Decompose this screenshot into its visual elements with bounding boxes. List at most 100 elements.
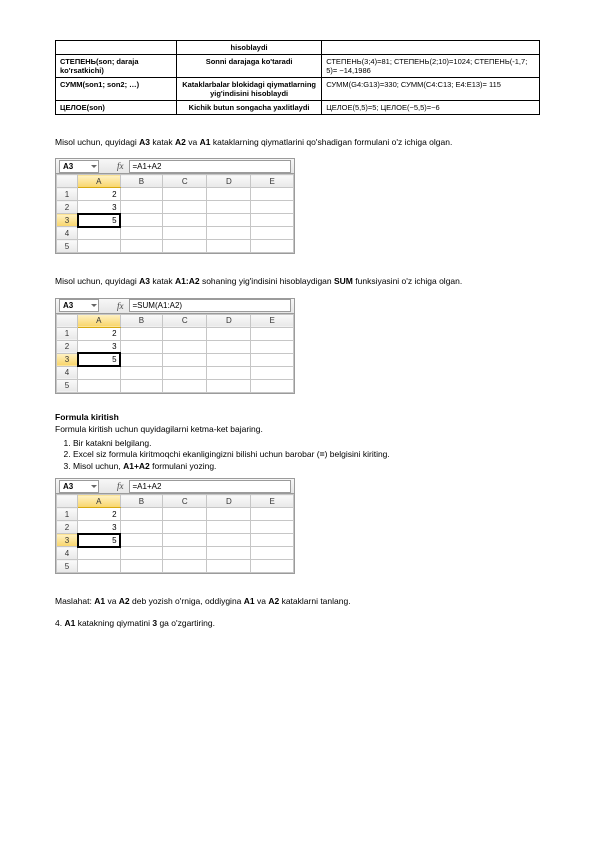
cancel-icon[interactable] xyxy=(102,481,112,492)
cancel-icon[interactable] xyxy=(102,161,112,172)
row-header[interactable]: 5 xyxy=(57,560,78,573)
row-header[interactable]: 4 xyxy=(57,227,78,240)
row-header[interactable]: 3 xyxy=(57,534,78,547)
cell[interactable]: 3 xyxy=(78,521,121,534)
row-header[interactable]: 2 xyxy=(57,521,78,534)
col-header[interactable]: B xyxy=(120,175,163,188)
cell[interactable]: 3 xyxy=(78,201,121,214)
formula-bar[interactable]: =A1+A2 xyxy=(129,480,292,493)
cell[interactable] xyxy=(251,508,294,521)
row-header[interactable]: 2 xyxy=(57,340,78,353)
cell[interactable] xyxy=(78,240,121,253)
cell[interactable] xyxy=(163,366,207,379)
cancel-icon[interactable] xyxy=(102,300,112,311)
cell[interactable] xyxy=(163,353,207,366)
cell[interactable] xyxy=(251,227,294,240)
cell[interactable] xyxy=(207,227,251,240)
cell[interactable] xyxy=(207,521,251,534)
cell[interactable] xyxy=(251,366,294,379)
cell[interactable] xyxy=(120,227,163,240)
col-header[interactable]: B xyxy=(120,314,163,327)
active-cell[interactable]: 5 xyxy=(78,353,121,366)
cell[interactable] xyxy=(207,340,251,353)
cell[interactable] xyxy=(207,214,251,227)
active-cell[interactable]: 5 xyxy=(78,534,121,547)
cell[interactable] xyxy=(207,379,251,392)
cell[interactable] xyxy=(251,521,294,534)
cell[interactable] xyxy=(120,353,163,366)
cell[interactable] xyxy=(163,201,207,214)
col-header[interactable]: C xyxy=(163,314,207,327)
formula-bar[interactable]: =A1+A2 xyxy=(129,160,292,173)
cell[interactable] xyxy=(78,547,121,560)
cell[interactable] xyxy=(120,534,163,547)
cell[interactable] xyxy=(120,327,163,340)
cell[interactable] xyxy=(251,327,294,340)
cell[interactable] xyxy=(207,188,251,201)
cell[interactable] xyxy=(163,521,207,534)
fx-icon[interactable]: fx xyxy=(115,301,126,311)
cell[interactable] xyxy=(120,560,163,573)
cell[interactable] xyxy=(120,340,163,353)
col-header[interactable]: E xyxy=(251,314,294,327)
cell[interactable]: 2 xyxy=(78,327,121,340)
row-header[interactable]: 3 xyxy=(57,353,78,366)
row-header[interactable]: 1 xyxy=(57,188,78,201)
cell[interactable]: 3 xyxy=(78,340,121,353)
row-header[interactable]: 5 xyxy=(57,240,78,253)
cell[interactable] xyxy=(207,327,251,340)
cell[interactable] xyxy=(251,214,294,227)
cell[interactable] xyxy=(207,366,251,379)
cell[interactable] xyxy=(163,214,207,227)
col-header[interactable]: D xyxy=(207,495,251,508)
cell[interactable] xyxy=(207,201,251,214)
row-header[interactable]: 5 xyxy=(57,379,78,392)
cell[interactable]: 2 xyxy=(78,188,121,201)
cell[interactable] xyxy=(163,340,207,353)
cell[interactable] xyxy=(251,560,294,573)
corner[interactable] xyxy=(57,175,78,188)
cell[interactable] xyxy=(120,379,163,392)
cell[interactable] xyxy=(163,508,207,521)
corner[interactable] xyxy=(57,314,78,327)
cell[interactable] xyxy=(251,340,294,353)
cell[interactable] xyxy=(78,560,121,573)
formula-bar[interactable]: =SUM(A1:A2) xyxy=(129,299,292,312)
col-header[interactable]: E xyxy=(251,495,294,508)
cell[interactable] xyxy=(163,560,207,573)
cell[interactable] xyxy=(207,353,251,366)
cell[interactable] xyxy=(163,379,207,392)
cell[interactable] xyxy=(163,240,207,253)
row-header[interactable]: 4 xyxy=(57,547,78,560)
cell[interactable] xyxy=(120,508,163,521)
col-header[interactable]: E xyxy=(251,175,294,188)
cell[interactable] xyxy=(120,214,163,227)
col-header[interactable]: A xyxy=(78,495,121,508)
row-header[interactable]: 2 xyxy=(57,201,78,214)
cell[interactable] xyxy=(78,227,121,240)
cell[interactable] xyxy=(207,240,251,253)
cell[interactable] xyxy=(207,508,251,521)
row-header[interactable]: 4 xyxy=(57,366,78,379)
row-header[interactable]: 1 xyxy=(57,327,78,340)
col-header[interactable]: D xyxy=(207,314,251,327)
cell[interactable] xyxy=(251,547,294,560)
name-box[interactable]: A3 xyxy=(59,160,99,173)
col-header[interactable]: B xyxy=(120,495,163,508)
cell[interactable] xyxy=(163,227,207,240)
cell[interactable] xyxy=(78,379,121,392)
cell[interactable] xyxy=(251,534,294,547)
cell[interactable] xyxy=(207,534,251,547)
cell[interactable] xyxy=(120,366,163,379)
cell[interactable] xyxy=(120,547,163,560)
col-header[interactable]: C xyxy=(163,495,207,508)
fx-icon[interactable]: fx xyxy=(115,161,126,171)
col-header[interactable]: C xyxy=(163,175,207,188)
col-header[interactable]: A xyxy=(78,175,121,188)
cell[interactable] xyxy=(251,379,294,392)
cell[interactable] xyxy=(163,534,207,547)
cell[interactable] xyxy=(163,188,207,201)
col-header[interactable]: A xyxy=(78,314,121,327)
cell[interactable] xyxy=(251,240,294,253)
cell[interactable]: 2 xyxy=(78,508,121,521)
